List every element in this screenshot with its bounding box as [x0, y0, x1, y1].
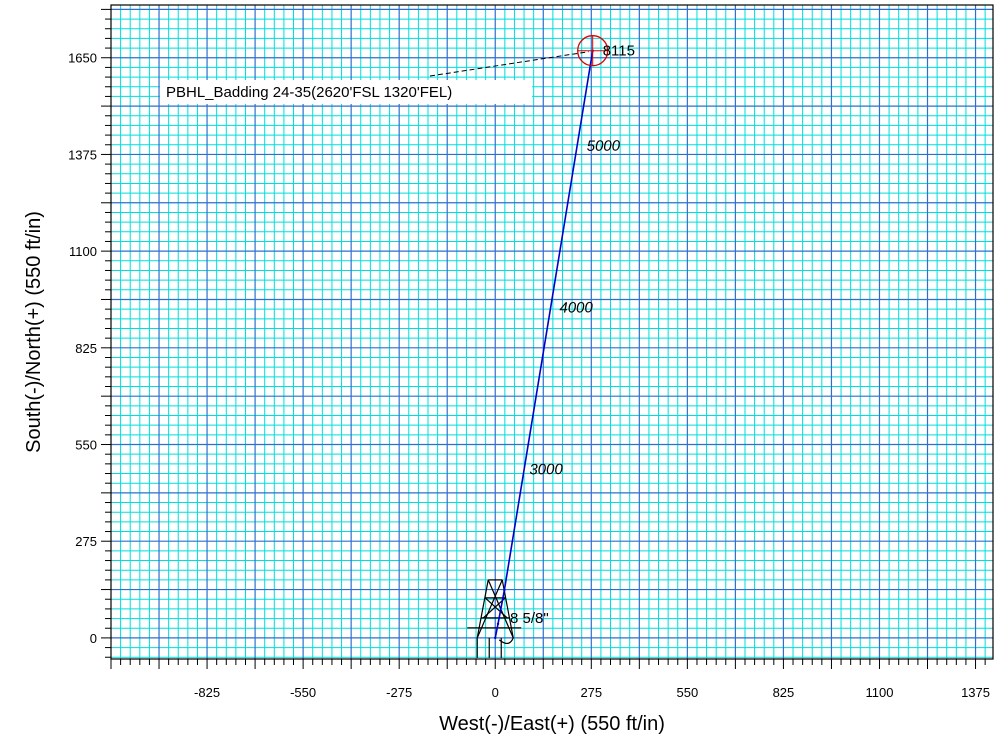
depth-label: 3000 [529, 461, 563, 478]
axis-ticks [101, 8, 986, 669]
target-circle-icon [577, 35, 609, 67]
y-tick-label: 1650 [68, 51, 97, 66]
depth-label: 5000 [587, 138, 621, 155]
x-tick-label: -275 [386, 685, 412, 700]
td-label: 8115 [603, 43, 635, 60]
y-tick-label: 0 [90, 631, 97, 646]
x-tick-label: 825 [773, 685, 795, 700]
y-axis-title: South(-)/North(+) (550 ft/in) [23, 211, 45, 453]
x-tick-labels: -825 -550 -275 0 275 550 825 1100 1375 [194, 685, 990, 700]
x-tick-label: 550 [677, 685, 699, 700]
well-path-point [496, 622, 500, 626]
major-gridlines [111, 5, 993, 659]
y-tick-label: 1100 [69, 244, 97, 259]
x-tick-label: 1375 [961, 685, 990, 700]
well-path-point [503, 589, 506, 592]
target-leader-line [429, 51, 589, 77]
depth-label: 4000 [559, 299, 593, 316]
y-tick-label: 825 [75, 341, 97, 356]
target-label-background [160, 80, 532, 104]
casing-label: 8 5/8" [510, 610, 549, 627]
x-axis-title: West(-)/East(+) (550 ft/in) [439, 713, 665, 735]
x-tick-label: 0 [492, 685, 499, 700]
x-tick-label: -825 [194, 685, 220, 700]
y-tick-label: 550 [75, 438, 97, 453]
depth-labels: 3000 4000 5000 [529, 138, 621, 479]
well-path-line [494, 50, 594, 639]
x-tick-label: -550 [290, 685, 316, 700]
y-tick-label: 275 [75, 534, 97, 549]
y-tick-label: 1375 [68, 147, 97, 162]
plot-frame [110, 4, 994, 660]
x-tick-label: 275 [580, 685, 602, 700]
y-tick-labels: 0 275 550 825 1100 1375 1650 [68, 51, 97, 646]
well-path-series [494, 49, 594, 640]
well-path-point [494, 636, 497, 640]
x-tick-label: 1100 [865, 685, 893, 700]
rig-hook [498, 637, 514, 645]
rig-strut [484, 597, 508, 619]
target-label: PBHL_Badding 24-35(2620'FSL 1320'FEL) [166, 84, 452, 101]
